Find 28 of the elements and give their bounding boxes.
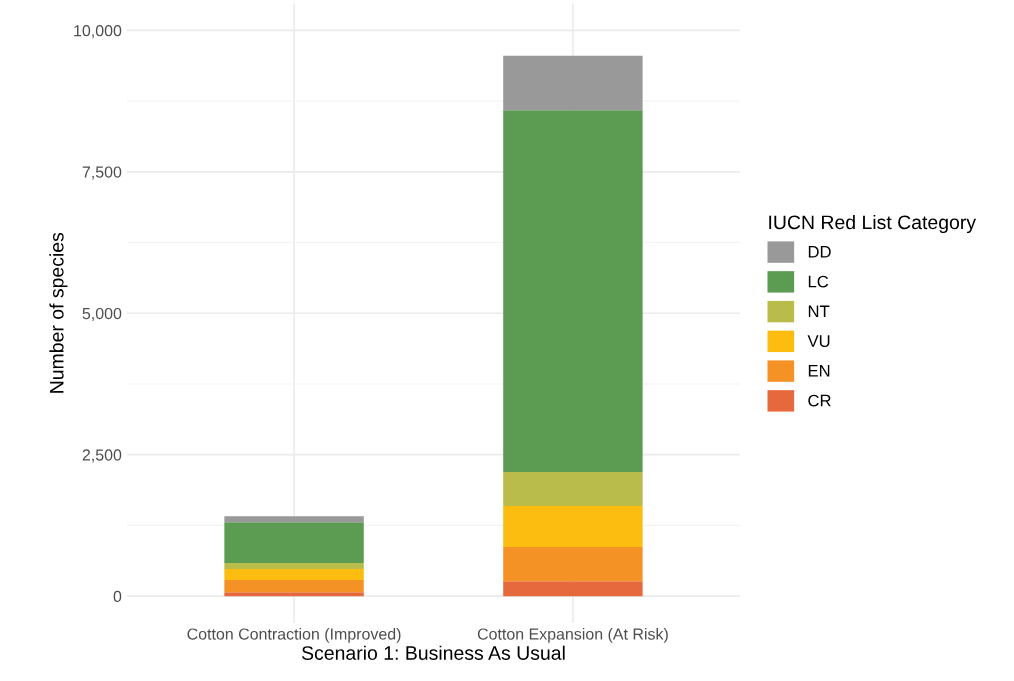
- legend-label: NT: [808, 305, 830, 318]
- legend-label: CR: [808, 394, 831, 407]
- bar: [224, 516, 364, 523]
- bar: [224, 592, 364, 597]
- x-axis-title: Scenario 1: Business As Usual: [301, 645, 565, 660]
- y-tick-label: 2,500: [82, 449, 122, 463]
- y-tick-label: 7,500: [82, 166, 122, 180]
- bar: [503, 471, 643, 506]
- bar: [503, 546, 643, 582]
- y-tick-label: 5,000: [82, 307, 122, 322]
- bar: [503, 55, 643, 111]
- legend-title: IUCN Red List Category: [769, 214, 977, 234]
- y-tick-label: 0: [113, 590, 122, 603]
- bar: [224, 522, 364, 564]
- y-axis-title: Number of species: [49, 232, 68, 393]
- bar: [503, 505, 643, 547]
- legend-label: VU: [807, 335, 830, 347]
- bar: [503, 581, 643, 597]
- y-tick-label: 10,000: [74, 25, 122, 39]
- x-tick-label: Cotton Contraction (Improved): [187, 627, 401, 643]
- bar: [224, 563, 364, 569]
- x-tick-label: Cotton Expansion (At Risk): [477, 627, 668, 643]
- legend-label: LC: [808, 275, 829, 288]
- bar: [224, 568, 364, 581]
- legend-label: DD: [808, 246, 831, 258]
- bar: [503, 110, 643, 472]
- legend-label: EN: [808, 365, 830, 377]
- bar: [224, 580, 364, 593]
